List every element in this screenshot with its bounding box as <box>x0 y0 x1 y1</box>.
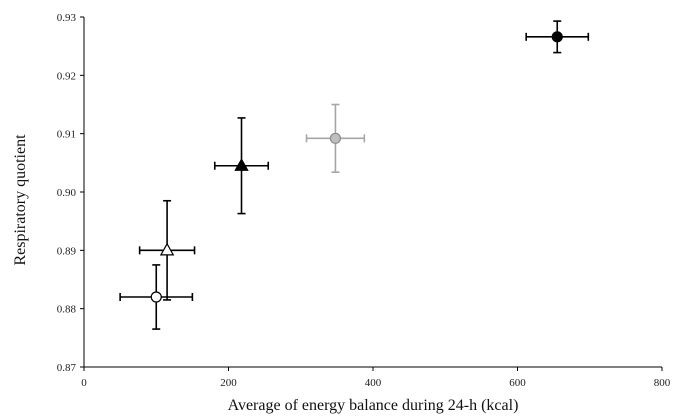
data-point-circle <box>551 31 563 43</box>
data-point-group <box>305 103 366 173</box>
y-tick-label: 0.91 <box>57 129 76 141</box>
y-axis-ticks: 0.87 0.88 0.89 0.90 0.91 0.92 0.93 <box>57 12 84 374</box>
y-axis-title: Respiratory quotient <box>12 134 29 266</box>
x-tick-label: 600 <box>509 377 526 389</box>
x-tick-label: 400 <box>365 377 382 389</box>
data-point-circle <box>150 291 162 303</box>
x-axis-title: Average of energy balance during 24-h (k… <box>228 397 519 414</box>
data-point-circle <box>329 132 342 144</box>
y-tick-label: 0.93 <box>57 12 77 24</box>
data-point-group <box>138 199 196 301</box>
y-tick-label: 0.92 <box>57 70 76 82</box>
x-axis-ticks: 0 200 400 600 800 <box>81 367 671 389</box>
y-tick-label: 0.88 <box>57 304 77 316</box>
data-point-group <box>525 20 590 54</box>
y-tick-label: 0.87 <box>57 362 77 374</box>
data-point-group <box>213 117 270 215</box>
data-points <box>119 20 590 330</box>
data-point-triangle <box>234 158 249 171</box>
data-point-triangle <box>159 242 175 256</box>
data-point-group <box>119 264 194 330</box>
x-tick-label: 200 <box>220 377 237 389</box>
x-tick-label: 800 <box>654 377 671 389</box>
y-tick-label: 0.89 <box>57 245 77 257</box>
x-tick-label: 0 <box>81 377 87 389</box>
y-tick-label: 0.90 <box>57 187 77 199</box>
